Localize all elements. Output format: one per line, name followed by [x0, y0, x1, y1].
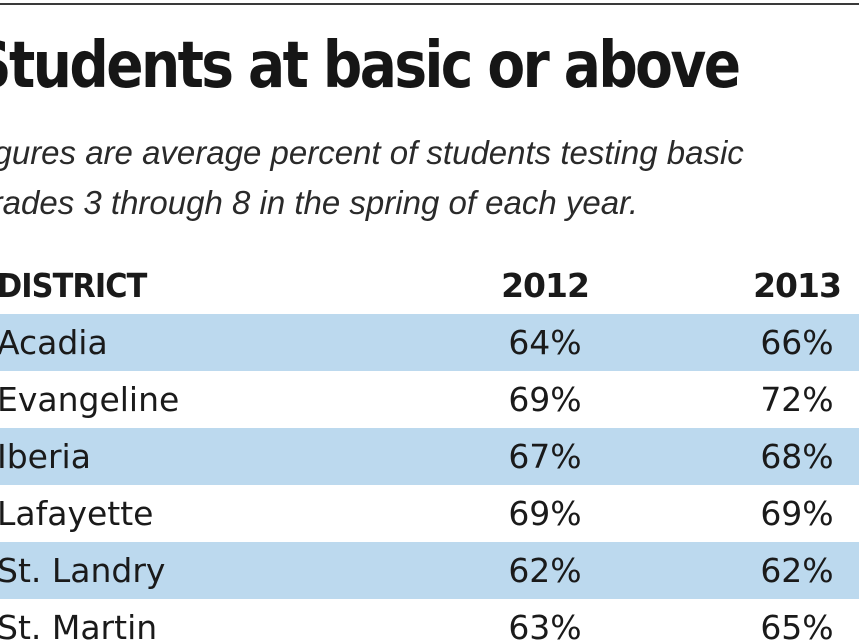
table-row: Evangeline 69% 72% — [0, 371, 859, 428]
cell-2013: 65% — [760, 608, 834, 644]
column-header-2012: 2012 — [501, 265, 590, 305]
cell-district: Acadia — [0, 323, 108, 362]
data-table: DISTRICT 2012 2013 Acadia 64% 66% Evange… — [0, 256, 859, 644]
table-row: St. Martin 63% 65% — [0, 599, 859, 644]
subtitle-line-1: Figures are average percent of students … — [0, 134, 744, 171]
cell-2013: 62% — [760, 551, 834, 590]
cell-district: Iberia — [0, 437, 91, 476]
top-rule — [0, 3, 859, 5]
chart-title: Students at basic or above — [0, 29, 741, 103]
cell-2012: 67% — [508, 437, 582, 476]
cell-district: St. Landry — [0, 551, 166, 590]
cell-2012: 64% — [508, 323, 582, 362]
cell-2012: 69% — [508, 380, 582, 419]
cell-2012: 63% — [508, 608, 582, 644]
cell-2013: 72% — [760, 380, 834, 419]
column-header-2013: 2013 — [753, 265, 842, 305]
cell-2013: 69% — [760, 494, 834, 533]
table-header-row: DISTRICT 2012 2013 — [0, 256, 859, 314]
cell-2013: 68% — [760, 437, 834, 476]
subtitle-line-2: Grades 3 through 8 in the spring of each… — [0, 184, 639, 221]
cell-district: Evangeline — [0, 380, 180, 419]
table-row: Acadia 64% 66% — [0, 314, 859, 371]
table-row: St. Landry 62% 62% — [0, 542, 859, 599]
cell-2012: 69% — [508, 494, 582, 533]
cell-2012: 62% — [508, 551, 582, 590]
cell-district: Lafayette — [0, 494, 154, 533]
table-row: Lafayette 69% 69% — [0, 485, 859, 542]
table-row: Iberia 67% 68% — [0, 428, 859, 485]
chart-subtitle: Figures are average percent of students … — [0, 128, 859, 228]
cell-2013: 66% — [760, 323, 834, 362]
cell-district: St. Martin — [0, 608, 158, 644]
column-header-district: DISTRICT — [0, 265, 147, 305]
